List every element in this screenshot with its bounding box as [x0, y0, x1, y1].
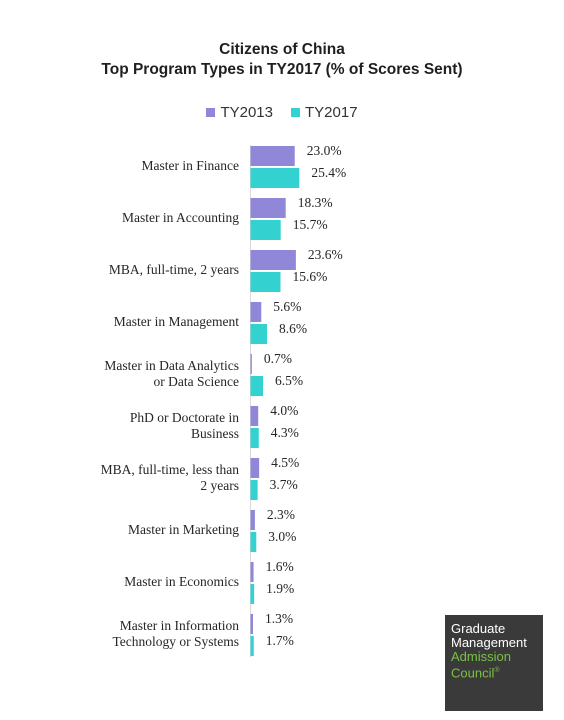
- data-label-ty2013: 2.3%: [267, 507, 295, 522]
- legend: TY2013 TY2017: [0, 104, 564, 121]
- bar-ty2017: [250, 584, 255, 604]
- data-label-ty2017: 15.6%: [293, 269, 328, 284]
- bar-ty2013: [250, 510, 255, 530]
- bar-ty2017: [250, 428, 259, 448]
- bar-ty2013: [250, 354, 252, 374]
- logo-line-4: Council®: [451, 664, 537, 680]
- legend-swatch-ty2017: [291, 108, 300, 117]
- data-label-ty2013: 1.6%: [266, 559, 294, 574]
- data-label-ty2017: 15.7%: [293, 217, 328, 232]
- category-label: Master in Marketing: [128, 522, 239, 537]
- category-label: PhD or Doctorate in: [130, 410, 239, 425]
- chart-subtitle: Top Program Types in TY2017 (% of Scores…: [101, 61, 463, 78]
- data-label-ty2013: 23.6%: [308, 247, 343, 262]
- bar-ty2017: [250, 480, 258, 500]
- bar-ty2017: [250, 376, 263, 396]
- data-label-ty2013: 0.7%: [264, 351, 292, 366]
- data-label-ty2017: 25.4%: [311, 165, 346, 180]
- legend-item-ty2017: TY2017: [291, 104, 358, 121]
- data-label-ty2017: 3.0%: [268, 529, 296, 544]
- data-label-ty2017: 6.5%: [275, 373, 303, 388]
- category-label: Master in Management: [114, 314, 239, 329]
- data-label-ty2013: 4.0%: [270, 403, 298, 418]
- bar-ty2013: [250, 302, 262, 322]
- bar-ty2013: [250, 562, 254, 582]
- category-label: Master in Data Analytics: [104, 358, 239, 373]
- gmac-logo: Graduate Management Admission Council®: [445, 615, 543, 711]
- category-label: Master in Economics: [124, 574, 239, 589]
- bar-ty2017: [250, 532, 257, 552]
- category-label: or Data Science: [154, 374, 239, 389]
- data-label-ty2013: 4.5%: [271, 455, 299, 470]
- data-label-ty2017: 1.9%: [266, 581, 294, 596]
- category-label: Master in Accounting: [122, 210, 239, 225]
- category-label: MBA, full-time, less than: [101, 462, 240, 477]
- category-label: 2 years: [200, 478, 239, 493]
- bar-ty2013: [250, 406, 259, 426]
- chart-title: Citizens of China: [219, 41, 345, 58]
- bar-ty2013: [250, 198, 286, 218]
- category-label: Master in Finance: [142, 158, 239, 173]
- data-label-ty2017: 3.7%: [270, 477, 298, 492]
- data-label-ty2017: 4.3%: [271, 425, 299, 440]
- logo-registered-mark: ®: [494, 667, 500, 674]
- logo-line-1: Graduate: [451, 621, 506, 636]
- bar-ty2013: [250, 250, 296, 270]
- legend-swatch-ty2013: [206, 108, 216, 117]
- data-label-ty2013: 18.3%: [298, 195, 333, 210]
- logo-line-4-text: Council: [451, 665, 495, 681]
- category-label: MBA, full-time, 2 years: [109, 262, 239, 277]
- logo-line-3: Admission: [451, 649, 511, 664]
- legend-label-ty2013: TY2013: [220, 104, 273, 121]
- bar-ty2013: [250, 146, 295, 166]
- data-label-ty2013: 1.3%: [265, 611, 293, 626]
- data-label-ty2013: 23.0%: [307, 143, 342, 158]
- data-label-ty2013: 5.6%: [273, 299, 301, 314]
- data-label-ty2017: 8.6%: [279, 321, 307, 336]
- data-label-ty2017: 1.7%: [266, 633, 294, 648]
- category-label: Technology or Systems: [112, 634, 239, 649]
- bar-ty2013: [250, 614, 253, 634]
- bar-ty2017: [250, 168, 300, 188]
- legend-item-ty2013: TY2013: [206, 104, 273, 121]
- bar-ty2017: [250, 636, 254, 656]
- bar-ty2017: [250, 272, 281, 292]
- bar-ty2017: [250, 220, 281, 240]
- logo-line-2: Management: [451, 635, 527, 650]
- category-label: Business: [191, 426, 239, 441]
- bar-ty2017: [250, 324, 268, 344]
- category-label: Master in Information: [120, 618, 239, 633]
- bar-ty2013: [250, 458, 260, 478]
- legend-label-ty2017: TY2017: [305, 104, 358, 121]
